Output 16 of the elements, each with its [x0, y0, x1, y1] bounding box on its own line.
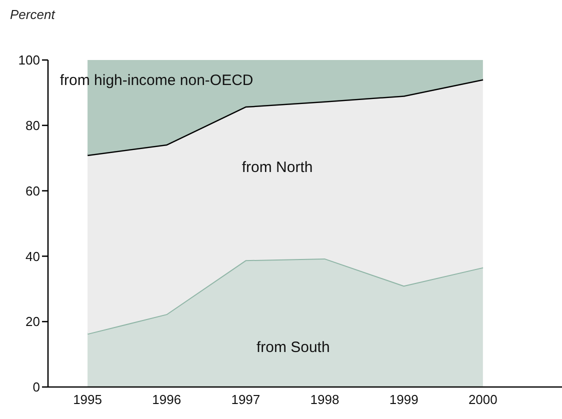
- y-tick-label: 100: [18, 52, 40, 68]
- y-tick-label: 20: [26, 314, 40, 330]
- series-label: from high-income non-OECD: [60, 72, 254, 89]
- x-tick-label: 2000: [468, 392, 498, 408]
- x-tick-label: 1999: [389, 392, 418, 408]
- y-tick-label: 40: [26, 248, 40, 264]
- y-tick-label: 0: [32, 380, 40, 395]
- series-label: from South: [256, 339, 330, 356]
- y-axis-title: Percent: [10, 7, 55, 22]
- y-tick-label: 60: [26, 183, 40, 198]
- x-tick-label: 1996: [152, 392, 182, 408]
- x-tick-label: 1995: [73, 392, 102, 408]
- x-tick-label: 1998: [310, 392, 340, 408]
- y-tick-label: 80: [26, 118, 40, 134]
- x-tick-label: 1997: [231, 392, 260, 408]
- series-label: from North: [242, 158, 313, 176]
